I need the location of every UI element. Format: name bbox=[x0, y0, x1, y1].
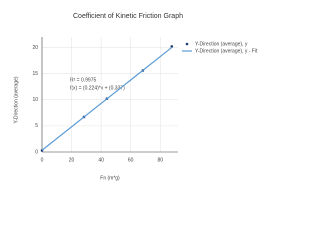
y-tick-label: 15 bbox=[32, 71, 38, 77]
y-tick-label: 10 bbox=[32, 97, 38, 103]
annotation: R² = 0.9975 bbox=[70, 77, 96, 83]
legend-label: Y-Direction (average), y bbox=[195, 41, 248, 47]
y-tick-label: 5 bbox=[35, 123, 38, 129]
annotation: f(x) = (0.224)*x + (0.337) bbox=[70, 85, 125, 91]
chart-title: Coefficient of Kinetic Friction Graph bbox=[73, 13, 183, 20]
data-point bbox=[170, 45, 174, 48]
x-tick-label: 80 bbox=[157, 157, 163, 163]
x-tick-label: 0 bbox=[41, 157, 44, 163]
legend-label: Y-Direction (average), y - Fit bbox=[195, 48, 258, 54]
y-tick-label: 0 bbox=[35, 149, 38, 155]
y-tick-label: 20 bbox=[32, 45, 38, 51]
y-axis-label: Y-Direction (average) bbox=[13, 76, 19, 123]
x-tick-label: 60 bbox=[128, 157, 134, 163]
x-tick-label: 20 bbox=[69, 157, 75, 163]
chart: Coefficient of Kinetic Friction Graph Fn… bbox=[13, 13, 258, 181]
fit-line bbox=[41, 46, 173, 151]
x-axis-label: Fn (m*g) bbox=[100, 175, 120, 181]
x-tick-label: 40 bbox=[98, 157, 104, 163]
legend-swatch bbox=[185, 42, 189, 46]
